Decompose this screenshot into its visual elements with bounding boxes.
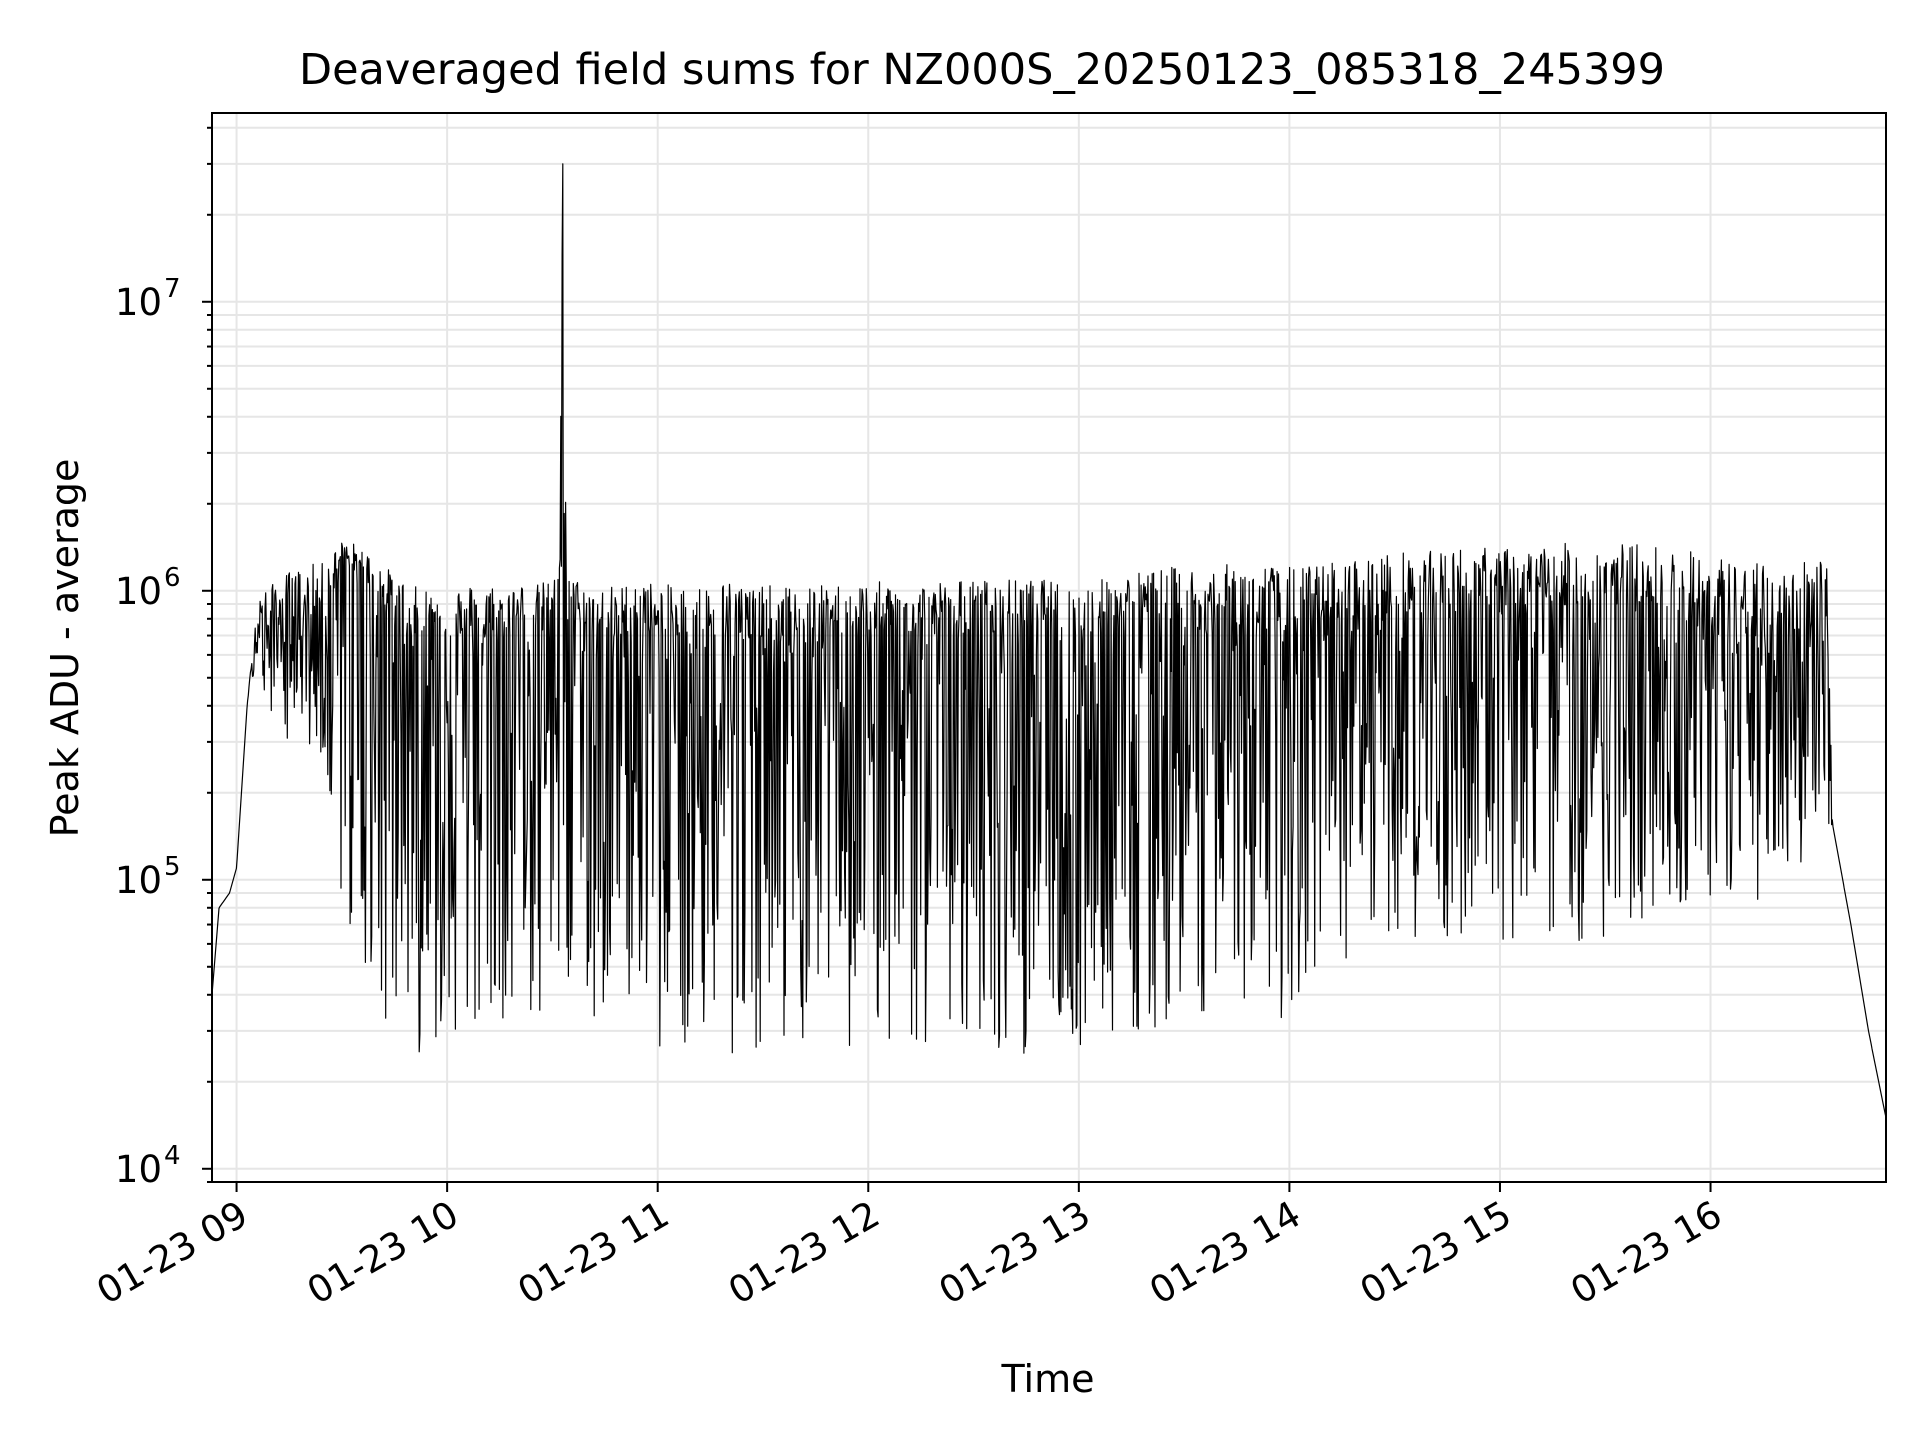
y-tick-label: 10 — [115, 281, 162, 324]
y-tick-label: 10 — [115, 859, 162, 902]
y-tick-exponent: 4 — [164, 1141, 181, 1171]
y-axis-label: Peak ADU - average — [43, 459, 87, 838]
plot-area — [212, 163, 1886, 1119]
y-tick-exponent: 5 — [164, 852, 181, 882]
y-tick-label: 10 — [115, 570, 162, 613]
series-line — [212, 163, 1886, 1119]
x-axis-label: Time — [1001, 1357, 1095, 1401]
y-tick-label: 10 — [115, 1148, 162, 1191]
y-tick-exponent: 6 — [164, 563, 181, 593]
y-tick-exponent: 7 — [164, 274, 181, 304]
series-polyline — [212, 163, 1886, 1119]
chart-title: Deaveraged field sums for NZ000S_2025012… — [299, 45, 1665, 95]
axes-frame — [211, 112, 1887, 1183]
